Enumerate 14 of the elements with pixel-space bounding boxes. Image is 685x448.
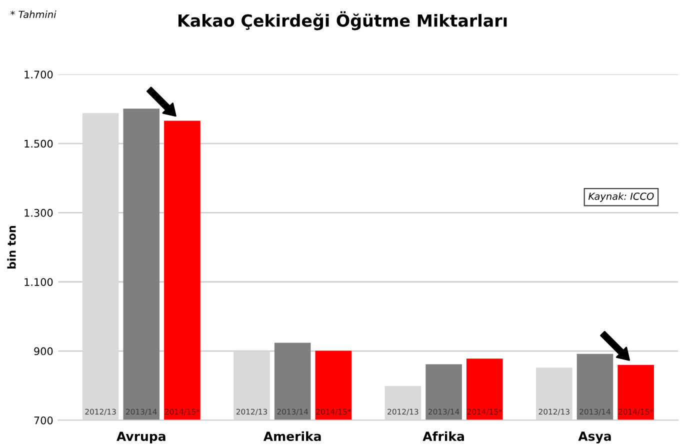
y-tick-label: 1.700 <box>24 70 53 78</box>
y-axis-title: bin ton <box>7 226 16 269</box>
x-tick-label: Avrupa <box>116 432 166 444</box>
annotation: Kaynak: ICCO <box>588 192 654 202</box>
x-tick-label: Asya <box>578 432 611 444</box>
x-tick-label: Amerika <box>263 431 321 442</box>
y-tick-label: 1.100 <box>24 278 53 286</box>
y-tick-label: 900 <box>34 347 53 356</box>
text: * Tahmini <box>10 10 56 18</box>
x-tick-label: Afrika <box>422 431 464 442</box>
chart-title: Kakao Çekirdeği Öğütme Miktarları <box>178 11 507 30</box>
y-tick-label: 1.300 <box>24 208 53 217</box>
y-tick-label: 1.500 <box>24 140 53 148</box>
y-tick-label: 700 <box>34 416 53 424</box>
